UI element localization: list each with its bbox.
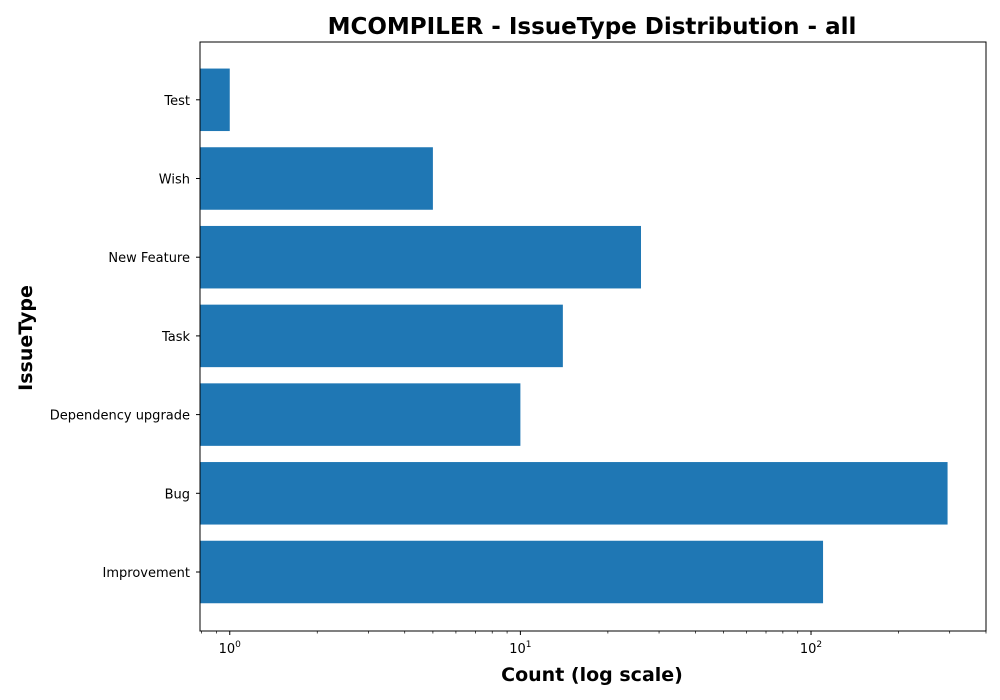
plot-frame [199, 41, 987, 632]
x-tick-label: 100 [219, 640, 242, 657]
y-tick-label: Dependency upgrade [50, 409, 190, 424]
bar-bug [200, 462, 948, 525]
bar-task [200, 304, 563, 368]
y-axis-label: IssueType [15, 285, 37, 391]
x-axis-label: Count (log scale) [501, 664, 683, 686]
chart-title: MCOMPILER - IssueType Distribution - all [328, 14, 857, 40]
y-axis: Improvement Bug Dependency upgrade Task New … [50, 94, 200, 581]
x-tick-label: 102 [800, 640, 822, 657]
bar-wish [200, 147, 433, 210]
y-tick-label: Task [161, 330, 191, 345]
bar-test [200, 68, 230, 132]
bar-dependency-upgrade [200, 383, 521, 446]
y-tick-label: Test [163, 94, 190, 109]
bar-new-feature [200, 225, 641, 289]
bar-improvement [200, 540, 824, 604]
x-tick-label: 101 [509, 640, 531, 657]
y-tick-label: Wish [159, 173, 190, 188]
bars-group [200, 68, 948, 604]
x-axis: 100 101 102 [201, 631, 987, 657]
y-tick-label: New Feature [108, 251, 190, 266]
y-tick-label: Improvement [103, 566, 190, 581]
y-tick-label: Bug [165, 487, 190, 502]
